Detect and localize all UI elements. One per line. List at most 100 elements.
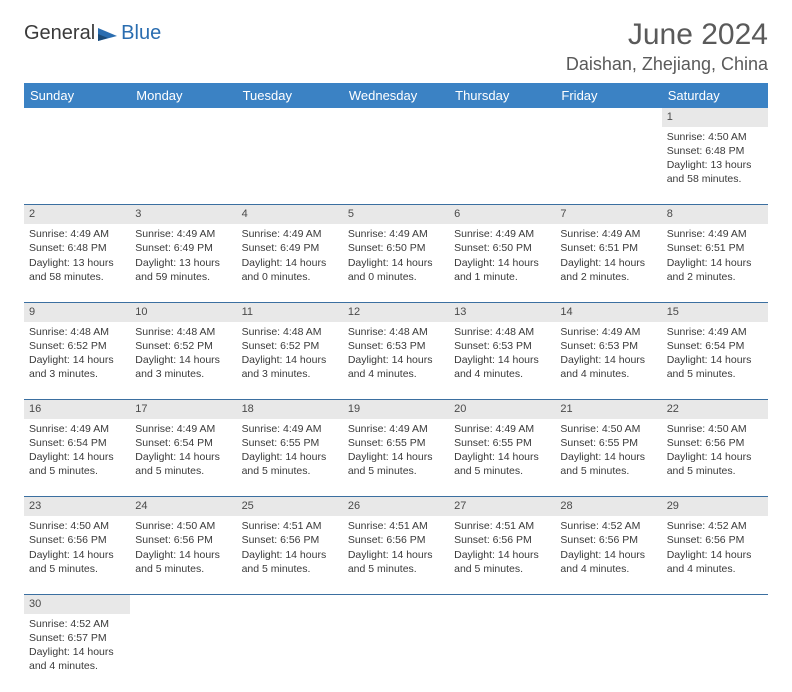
sunset-line: Sunset: 6:57 PM (29, 631, 125, 645)
sunset-line: Sunset: 6:51 PM (560, 241, 656, 255)
day-number-cell (662, 594, 768, 613)
day-number-cell: 14 (555, 302, 661, 321)
day-detail-cell: Sunrise: 4:48 AMSunset: 6:52 PMDaylight:… (130, 322, 236, 400)
sunset-line: Sunset: 6:56 PM (667, 533, 763, 547)
day-detail-cell: Sunrise: 4:51 AMSunset: 6:56 PMDaylight:… (343, 516, 449, 594)
day-number-cell (237, 594, 343, 613)
day-number-cell (555, 594, 661, 613)
daylight-line: Daylight: 14 hours and 4 minutes. (560, 353, 656, 381)
sunset-line: Sunset: 6:50 PM (454, 241, 550, 255)
sunset-line: Sunset: 6:52 PM (29, 339, 125, 353)
sunset-line: Sunset: 6:48 PM (667, 144, 763, 158)
daylight-line: Daylight: 14 hours and 4 minutes. (667, 548, 763, 576)
day-detail-cell (130, 127, 236, 205)
sunset-line: Sunset: 6:56 PM (29, 533, 125, 547)
sunset-line: Sunset: 6:48 PM (29, 241, 125, 255)
day-detail-cell: Sunrise: 4:49 AMSunset: 6:51 PMDaylight:… (662, 224, 768, 302)
day-detail-cell: Sunrise: 4:48 AMSunset: 6:52 PMDaylight:… (24, 322, 130, 400)
detail-row: Sunrise: 4:48 AMSunset: 6:52 PMDaylight:… (24, 322, 768, 400)
day-number-cell (343, 108, 449, 127)
sunset-line: Sunset: 6:53 PM (348, 339, 444, 353)
weekday-header: Friday (555, 83, 661, 108)
sunset-line: Sunset: 6:56 PM (454, 533, 550, 547)
daynum-row: 16171819202122 (24, 400, 768, 419)
weekday-header: Thursday (449, 83, 555, 108)
sunrise-line: Sunrise: 4:49 AM (454, 227, 550, 241)
day-number-cell: 18 (237, 400, 343, 419)
day-detail-cell (662, 614, 768, 692)
sunset-line: Sunset: 6:50 PM (348, 241, 444, 255)
calendar-table: SundayMondayTuesdayWednesdayThursdayFrid… (24, 83, 768, 692)
day-detail-cell: Sunrise: 4:49 AMSunset: 6:50 PMDaylight:… (343, 224, 449, 302)
day-detail-cell: Sunrise: 4:49 AMSunset: 6:54 PMDaylight:… (24, 419, 130, 497)
location: Daishan, Zhejiang, China (566, 54, 768, 75)
sunset-line: Sunset: 6:56 PM (135, 533, 231, 547)
day-number-cell: 13 (449, 302, 555, 321)
sunset-line: Sunset: 6:55 PM (454, 436, 550, 450)
day-number-cell: 10 (130, 302, 236, 321)
day-detail-cell: Sunrise: 4:50 AMSunset: 6:55 PMDaylight:… (555, 419, 661, 497)
sunset-line: Sunset: 6:55 PM (242, 436, 338, 450)
weekday-header: Tuesday (237, 83, 343, 108)
day-number-cell: 24 (130, 497, 236, 516)
day-number-cell (237, 108, 343, 127)
daynum-row: 30 (24, 594, 768, 613)
sunrise-line: Sunrise: 4:49 AM (135, 422, 231, 436)
sunset-line: Sunset: 6:54 PM (135, 436, 231, 450)
day-number-cell: 11 (237, 302, 343, 321)
sunrise-line: Sunrise: 4:49 AM (348, 227, 444, 241)
weekday-header: Monday (130, 83, 236, 108)
daynum-row: 9101112131415 (24, 302, 768, 321)
day-detail-cell: Sunrise: 4:52 AMSunset: 6:56 PMDaylight:… (555, 516, 661, 594)
sunset-line: Sunset: 6:51 PM (667, 241, 763, 255)
daynum-row: 23242526272829 (24, 497, 768, 516)
daylight-line: Daylight: 14 hours and 5 minutes. (29, 450, 125, 478)
day-detail-cell: Sunrise: 4:49 AMSunset: 6:53 PMDaylight:… (555, 322, 661, 400)
sunrise-line: Sunrise: 4:51 AM (242, 519, 338, 533)
day-number-cell: 16 (24, 400, 130, 419)
day-detail-cell: Sunrise: 4:49 AMSunset: 6:50 PMDaylight:… (449, 224, 555, 302)
detail-row: Sunrise: 4:50 AMSunset: 6:48 PMDaylight:… (24, 127, 768, 205)
day-detail-cell: Sunrise: 4:50 AMSunset: 6:48 PMDaylight:… (662, 127, 768, 205)
day-detail-cell: Sunrise: 4:52 AMSunset: 6:56 PMDaylight:… (662, 516, 768, 594)
daylight-line: Daylight: 14 hours and 2 minutes. (560, 256, 656, 284)
day-detail-cell: Sunrise: 4:49 AMSunset: 6:55 PMDaylight:… (237, 419, 343, 497)
sunrise-line: Sunrise: 4:49 AM (29, 227, 125, 241)
day-detail-cell: Sunrise: 4:49 AMSunset: 6:54 PMDaylight:… (130, 419, 236, 497)
sunrise-line: Sunrise: 4:49 AM (29, 422, 125, 436)
day-number-cell: 15 (662, 302, 768, 321)
daylight-line: Daylight: 13 hours and 58 minutes. (667, 158, 763, 186)
day-detail-cell: Sunrise: 4:49 AMSunset: 6:48 PMDaylight:… (24, 224, 130, 302)
day-number-cell: 30 (24, 594, 130, 613)
day-number-cell: 8 (662, 205, 768, 224)
day-detail-cell (343, 127, 449, 205)
day-number-cell: 22 (662, 400, 768, 419)
day-number-cell: 7 (555, 205, 661, 224)
day-number-cell: 29 (662, 497, 768, 516)
sunset-line: Sunset: 6:56 PM (560, 533, 656, 547)
daylight-line: Daylight: 14 hours and 4 minutes. (348, 353, 444, 381)
sunrise-line: Sunrise: 4:50 AM (667, 130, 763, 144)
daynum-row: 1 (24, 108, 768, 127)
day-number-cell: 27 (449, 497, 555, 516)
sunrise-line: Sunrise: 4:49 AM (560, 227, 656, 241)
daylight-line: Daylight: 14 hours and 4 minutes. (560, 548, 656, 576)
daylight-line: Daylight: 14 hours and 5 minutes. (348, 450, 444, 478)
header: General Blue June 2024 Daishan, Zhejiang… (24, 18, 768, 75)
sunset-line: Sunset: 6:56 PM (242, 533, 338, 547)
daylight-line: Daylight: 14 hours and 0 minutes. (242, 256, 338, 284)
sunrise-line: Sunrise: 4:49 AM (348, 422, 444, 436)
daylight-line: Daylight: 14 hours and 5 minutes. (560, 450, 656, 478)
day-number-cell (24, 108, 130, 127)
daylight-line: Daylight: 14 hours and 2 minutes. (667, 256, 763, 284)
day-detail-cell: Sunrise: 4:50 AMSunset: 6:56 PMDaylight:… (130, 516, 236, 594)
sunrise-line: Sunrise: 4:50 AM (667, 422, 763, 436)
month-year: June 2024 (566, 18, 768, 52)
detail-row: Sunrise: 4:49 AMSunset: 6:48 PMDaylight:… (24, 224, 768, 302)
day-detail-cell: Sunrise: 4:49 AMSunset: 6:49 PMDaylight:… (130, 224, 236, 302)
sunrise-line: Sunrise: 4:49 AM (242, 422, 338, 436)
day-detail-cell: Sunrise: 4:49 AMSunset: 6:51 PMDaylight:… (555, 224, 661, 302)
sunrise-line: Sunrise: 4:52 AM (29, 617, 125, 631)
day-detail-cell: Sunrise: 4:52 AMSunset: 6:57 PMDaylight:… (24, 614, 130, 692)
brand-name-1: General (24, 22, 95, 45)
